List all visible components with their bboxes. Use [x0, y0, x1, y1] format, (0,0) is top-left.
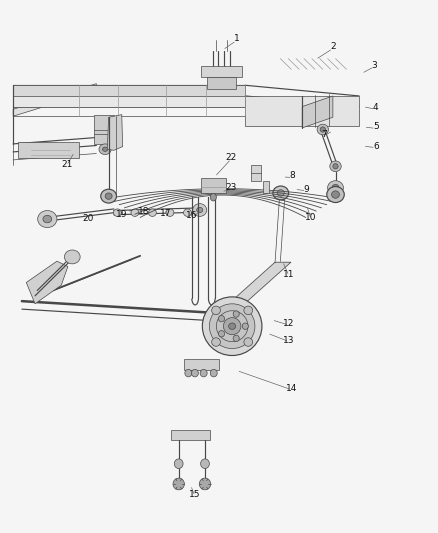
Text: 17: 17 — [160, 209, 171, 217]
Bar — [18, 142, 79, 158]
Ellipse shape — [212, 338, 220, 346]
Ellipse shape — [226, 304, 242, 319]
Ellipse shape — [193, 204, 207, 216]
Text: 18: 18 — [138, 207, 149, 216]
Ellipse shape — [173, 478, 184, 490]
Ellipse shape — [102, 147, 108, 151]
Ellipse shape — [244, 338, 253, 346]
Ellipse shape — [209, 304, 255, 349]
Text: 9: 9 — [304, 185, 310, 193]
Text: 12: 12 — [283, 319, 295, 328]
Ellipse shape — [174, 459, 183, 469]
Ellipse shape — [244, 306, 253, 314]
Ellipse shape — [166, 209, 174, 216]
Bar — [207, 77, 236, 89]
Ellipse shape — [317, 124, 328, 135]
Text: 20: 20 — [82, 214, 93, 223]
Ellipse shape — [330, 161, 341, 172]
Polygon shape — [107, 115, 123, 150]
Text: 14: 14 — [286, 384, 297, 392]
Bar — [13, 85, 245, 96]
Bar — [245, 96, 359, 126]
Text: 15: 15 — [189, 490, 201, 499]
Ellipse shape — [43, 215, 52, 223]
Ellipse shape — [101, 189, 117, 203]
Ellipse shape — [273, 186, 289, 200]
Ellipse shape — [201, 459, 209, 469]
Bar — [251, 165, 261, 181]
Polygon shape — [302, 96, 333, 128]
Text: 1: 1 — [233, 35, 240, 43]
Ellipse shape — [223, 318, 241, 335]
Text: 3: 3 — [371, 61, 378, 69]
Polygon shape — [13, 84, 96, 116]
Ellipse shape — [148, 209, 156, 216]
Ellipse shape — [233, 311, 239, 317]
Ellipse shape — [113, 209, 121, 216]
Ellipse shape — [320, 127, 325, 132]
Ellipse shape — [99, 144, 111, 155]
Polygon shape — [26, 261, 68, 304]
Ellipse shape — [231, 309, 238, 315]
Ellipse shape — [328, 181, 343, 195]
Ellipse shape — [212, 306, 220, 314]
Text: 8: 8 — [290, 172, 296, 180]
Ellipse shape — [191, 369, 198, 377]
Text: 11: 11 — [283, 270, 295, 279]
Ellipse shape — [210, 193, 216, 201]
Text: 2: 2 — [330, 43, 336, 51]
Text: 4: 4 — [373, 103, 378, 112]
Bar — [94, 115, 114, 144]
Text: 6: 6 — [373, 142, 379, 150]
Ellipse shape — [64, 250, 80, 264]
Ellipse shape — [131, 209, 139, 216]
Ellipse shape — [197, 207, 203, 213]
Bar — [184, 359, 219, 370]
Text: 7: 7 — [321, 130, 327, 139]
Ellipse shape — [200, 369, 207, 377]
Text: 16: 16 — [186, 212, 198, 220]
Ellipse shape — [277, 190, 284, 196]
Text: 19: 19 — [116, 210, 127, 219]
Text: 22: 22 — [226, 153, 237, 161]
Ellipse shape — [199, 478, 211, 490]
Ellipse shape — [185, 369, 192, 377]
Bar — [201, 178, 226, 193]
Ellipse shape — [327, 187, 344, 203]
Ellipse shape — [184, 209, 191, 216]
Ellipse shape — [229, 323, 236, 329]
Bar — [263, 181, 269, 193]
Ellipse shape — [202, 297, 262, 356]
Text: 5: 5 — [373, 123, 379, 131]
Ellipse shape — [38, 211, 57, 228]
Bar — [201, 66, 242, 77]
Text: 21: 21 — [61, 160, 72, 168]
Ellipse shape — [219, 316, 225, 322]
Bar — [171, 430, 210, 440]
Text: 23: 23 — [226, 183, 237, 192]
Text: 13: 13 — [283, 336, 295, 344]
Ellipse shape — [332, 191, 339, 198]
Bar — [13, 85, 245, 107]
Ellipse shape — [333, 164, 338, 169]
Ellipse shape — [242, 323, 248, 329]
Ellipse shape — [105, 193, 112, 199]
Ellipse shape — [210, 369, 217, 377]
Text: 10: 10 — [305, 213, 317, 222]
Ellipse shape — [219, 330, 225, 337]
Polygon shape — [229, 262, 291, 304]
Ellipse shape — [332, 184, 339, 191]
Ellipse shape — [233, 335, 239, 342]
